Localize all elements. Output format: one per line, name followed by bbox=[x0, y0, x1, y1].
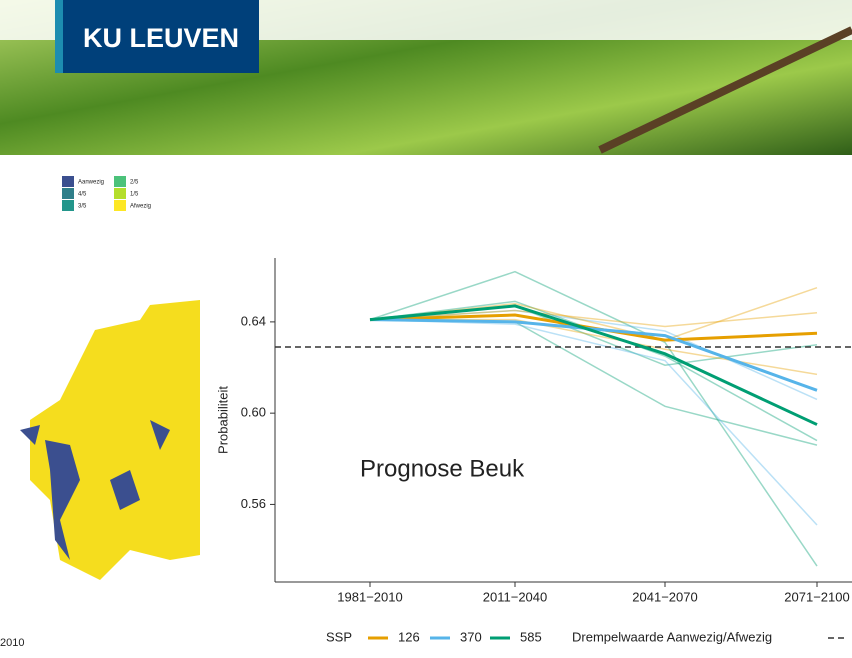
member-line bbox=[369, 309, 818, 401]
logo-box bbox=[63, 0, 259, 73]
x-tick-label: 2071−2100 bbox=[784, 589, 849, 604]
map-legend-label: 4/5 bbox=[78, 192, 87, 198]
map-legend-swatch bbox=[62, 200, 74, 211]
logo-text: KU LEUVEN bbox=[83, 23, 239, 53]
y-tick-label: 0.64 bbox=[241, 313, 266, 328]
map-caption: 2010 bbox=[0, 637, 24, 649]
map-legend-label: Aanwezig bbox=[78, 180, 104, 186]
annotation: Prognose Beuk bbox=[360, 455, 525, 482]
y-tick-label: 0.56 bbox=[241, 496, 266, 511]
map-presence bbox=[20, 420, 170, 560]
y-tick-label: 0.60 bbox=[241, 405, 266, 420]
map-legend-label: 2/5 bbox=[130, 180, 139, 186]
series-line bbox=[369, 304, 818, 426]
member-line bbox=[369, 309, 818, 328]
map-legend-swatch bbox=[114, 200, 126, 211]
map-legend-swatch bbox=[114, 176, 126, 187]
x-tick-label: 2011−2040 bbox=[483, 589, 547, 604]
map-legend-swatch bbox=[62, 188, 74, 199]
map-legend-swatch bbox=[114, 188, 126, 199]
legend-label: 126 bbox=[398, 629, 420, 644]
x-tick-label: 2041−2070 bbox=[632, 589, 697, 604]
legend-label: 370 bbox=[460, 629, 482, 644]
member-line bbox=[369, 270, 818, 567]
map-legend-label: 3/5 bbox=[78, 204, 87, 210]
x-tick-label: 1981−2010 bbox=[337, 589, 402, 604]
member-line bbox=[369, 318, 818, 446]
map-legend-label: 1/5 bbox=[130, 192, 139, 198]
map-legend: Aanwezig 4/5 3/5 2/5 1/5 Afwezig bbox=[62, 176, 151, 211]
map-legend-label: Afwezig bbox=[130, 204, 151, 210]
branch bbox=[598, 26, 852, 154]
legend-title: SSP bbox=[326, 629, 352, 644]
y-axis-label: Probabiliteit bbox=[215, 386, 230, 454]
map-legend-swatch bbox=[62, 176, 74, 187]
legend-label: Drempelwaarde Aanwezig/Afwezig bbox=[572, 629, 772, 644]
member-line bbox=[369, 318, 818, 526]
map-land bbox=[30, 300, 200, 580]
legend-label: 585 bbox=[520, 629, 542, 644]
